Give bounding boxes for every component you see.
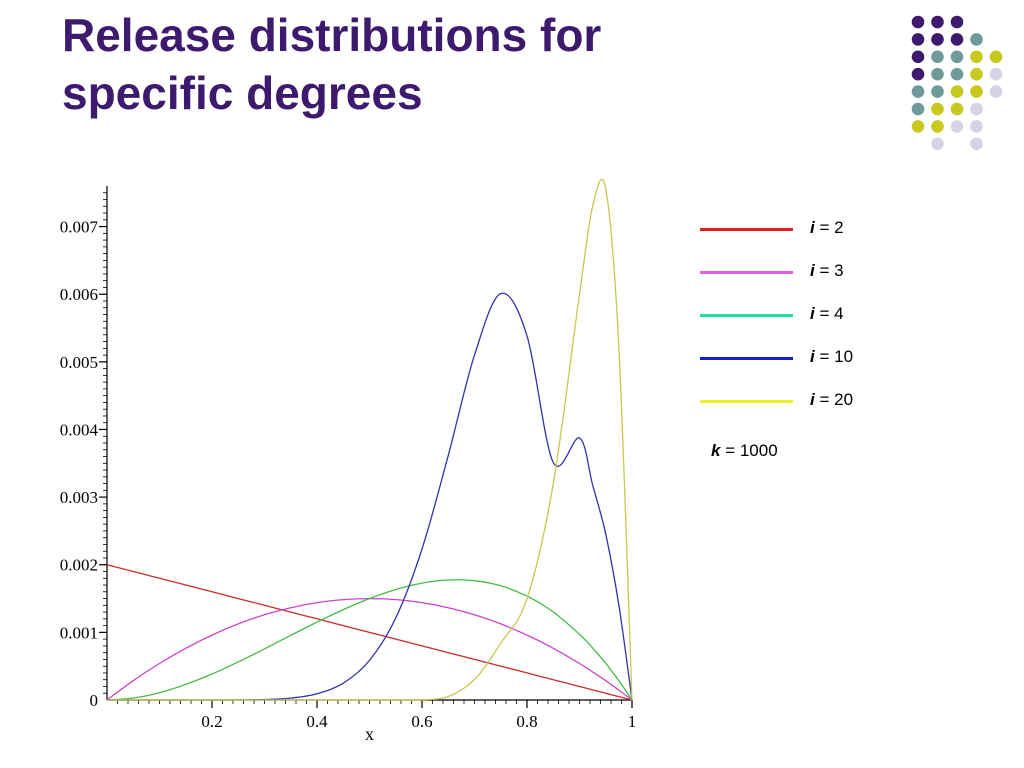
legend-var: i <box>810 218 815 237</box>
legend-swatch <box>700 228 793 231</box>
legend-swatch <box>700 271 793 274</box>
decorative-dot <box>950 15 964 29</box>
decorative-dot <box>931 33 944 46</box>
legend-var: i <box>810 261 815 280</box>
slide-title: Release distributions for specific degre… <box>62 9 602 119</box>
decorative-dot <box>950 67 964 81</box>
legend-text: = 20 <box>814 390 854 409</box>
decorative-dot <box>970 102 983 116</box>
legend-var: i <box>810 347 815 366</box>
decorative-dot <box>950 50 964 64</box>
decorative-dot <box>989 67 1003 81</box>
legend-label: i = 2 <box>810 218 844 238</box>
legend-swatch <box>700 357 793 360</box>
series-line <box>106 564 633 701</box>
decorative-dot <box>911 50 925 64</box>
x-tick-label: 0.6 <box>411 712 432 731</box>
decorative-dot <box>970 67 983 81</box>
x-tick-label: 0.4 <box>306 712 328 731</box>
y-tick-label: 0.006 <box>60 285 98 304</box>
y-tick-label: 0.007 <box>60 218 99 237</box>
legend-item: i = 4 <box>698 302 938 345</box>
legend-label: i = 3 <box>810 261 844 281</box>
decorative-dot <box>931 50 944 64</box>
y-tick-label: 0.002 <box>60 556 98 575</box>
legend-swatch <box>700 400 793 403</box>
series-line <box>107 292 633 701</box>
legend-var: i <box>810 304 815 323</box>
decorative-dot <box>931 67 944 81</box>
chart-series-layer <box>106 178 633 701</box>
decorative-dot <box>970 137 983 151</box>
decorative-dot <box>911 33 925 46</box>
legend-label: i = 10 <box>810 347 853 367</box>
y-tick-label: 0.003 <box>60 488 98 507</box>
legend-text: = 4 <box>814 304 844 323</box>
parameter-note: k = 1000 <box>711 441 778 461</box>
y-tick-label: 0.001 <box>60 623 98 642</box>
decorative-dot <box>950 102 964 116</box>
legend-text: = 3 <box>814 261 844 280</box>
decorative-dot <box>931 120 944 133</box>
series-line <box>107 178 633 701</box>
x-axis-label: x <box>365 724 374 744</box>
decorative-dot <box>950 120 964 133</box>
note-var: k <box>711 441 721 460</box>
decorative-dot <box>931 85 944 98</box>
decorative-dot <box>931 15 944 29</box>
decorative-dot <box>950 33 964 46</box>
legend-label: i = 20 <box>810 390 853 410</box>
chart-ticks-layer: 0 0.001 0.002 0.003 0.004 0.005 0.006 0.007 0.2 0… <box>60 218 637 744</box>
legend-label: i = 4 <box>810 304 844 324</box>
legend-item: i = 3 <box>698 259 938 302</box>
legend-swatch <box>700 314 793 317</box>
legend-text: = 10 <box>814 347 854 366</box>
decorative-dot <box>970 120 983 133</box>
y-tick-label: 0.004 <box>60 420 99 439</box>
series-line <box>106 597 633 701</box>
decorative-dot <box>931 137 944 151</box>
legend-var: i <box>810 390 815 409</box>
decorative-dot <box>911 15 925 29</box>
y-tick-label: 0.005 <box>60 353 98 372</box>
legend-text: = 2 <box>814 218 844 237</box>
decorative-dot <box>911 67 925 81</box>
chart-axes <box>99 186 633 708</box>
legend-item: i = 10 <box>698 345 938 388</box>
legend-item: i = 20 <box>698 388 938 431</box>
decorative-dot <box>931 102 944 116</box>
chart-legend: i = 2 i = 3 i = 4 i = 10 i = 20 <box>698 216 938 431</box>
series-line <box>106 579 633 701</box>
legend-item: i = 2 <box>698 216 938 259</box>
decorative-dot <box>950 85 964 98</box>
decorative-dot <box>970 33 983 46</box>
note-text: = 1000 <box>720 441 778 460</box>
x-tick-label: 0.2 <box>201 712 222 731</box>
dot-grid-decoration <box>911 15 1003 151</box>
x-tick-label: 0.8 <box>516 712 537 731</box>
x-tick-label: 1 <box>628 712 637 731</box>
decorative-dot <box>911 120 925 133</box>
decorative-dot <box>970 85 983 98</box>
y-tick-label: 0 <box>90 691 99 710</box>
decorative-dot <box>989 85 1003 98</box>
decorative-dot <box>989 50 1003 64</box>
decorative-dot <box>970 50 983 64</box>
decorative-dot <box>911 102 925 116</box>
decorative-dot <box>911 85 925 98</box>
